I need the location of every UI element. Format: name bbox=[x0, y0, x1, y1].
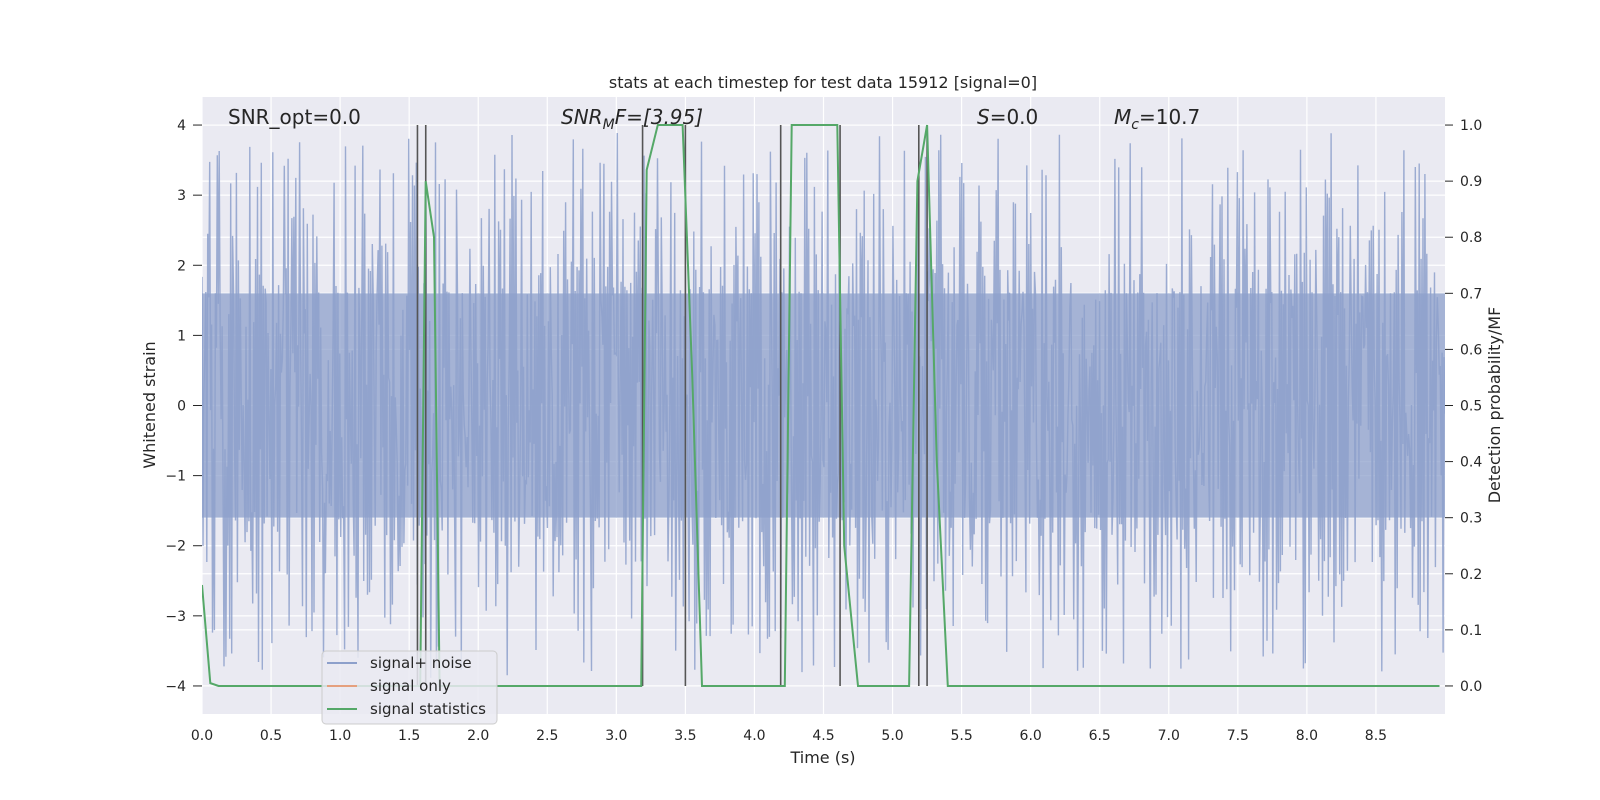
x-tick-6: 3.0 bbox=[605, 728, 627, 744]
statistics-line bbox=[202, 124, 1440, 687]
x-tick-12: 6.0 bbox=[1020, 728, 1042, 744]
legend-label-signal-only: signal only bbox=[370, 677, 451, 695]
x-tick-11: 5.5 bbox=[950, 728, 972, 744]
x-tick-9: 4.5 bbox=[812, 728, 834, 744]
x-tick-0: 0.0 bbox=[191, 728, 213, 744]
y-tick-6: −2 bbox=[165, 539, 186, 555]
x-axis-label: Time (s) bbox=[789, 748, 855, 767]
y-tick-5: −1 bbox=[165, 469, 186, 485]
series-signal-noise bbox=[202, 132, 1445, 678]
y2-tick-1: 0.9 bbox=[1460, 174, 1482, 190]
y2-tick-8: 0.2 bbox=[1460, 567, 1482, 583]
annotation-mc: Mc=10.7 bbox=[1114, 105, 1200, 133]
y2-tick-4: 0.6 bbox=[1460, 342, 1482, 358]
y2-tick-7: 0.3 bbox=[1460, 511, 1482, 527]
y2-tick-9: 0.1 bbox=[1460, 623, 1482, 639]
y-tick-8: −4 bbox=[165, 679, 186, 695]
y-axis-label: Whitened strain bbox=[140, 341, 159, 468]
x-tick-7: 3.5 bbox=[674, 728, 696, 744]
series-signal-statistics bbox=[202, 124, 1440, 687]
y-tick-2: 2 bbox=[177, 258, 186, 274]
x-tick-1: 0.5 bbox=[260, 728, 282, 744]
chart-title: stats at each timestep for test data 159… bbox=[609, 73, 1037, 92]
legend: signal+ noise signal only signal statist… bbox=[321, 650, 498, 725]
y-tick-0: 4 bbox=[177, 118, 186, 134]
annotation-snr-opt: SNR_opt=0.0 bbox=[228, 105, 361, 129]
y2-tick-6: 0.4 bbox=[1460, 455, 1482, 471]
x-tick-13: 6.5 bbox=[1089, 728, 1111, 744]
x-tick-2: 1.0 bbox=[329, 728, 351, 744]
x-tick-14: 7.0 bbox=[1158, 728, 1180, 744]
x-tick-3: 1.5 bbox=[398, 728, 420, 744]
x-tick-4: 2.0 bbox=[467, 728, 489, 744]
legend-label-signal-statistics: signal statistics bbox=[370, 700, 486, 718]
x-tick-8: 4.0 bbox=[743, 728, 765, 744]
noise-trace bbox=[202, 132, 1445, 678]
x-tick-labels: 0.0 0.5 1.0 1.5 2.0 2.5 3.0 3.5 4.0 4.5 5.0 5.5 6.0 6… bbox=[191, 728, 1387, 744]
y-right-axis-label: Detection probability/MF bbox=[1485, 307, 1504, 504]
x-tick-10: 5.0 bbox=[881, 728, 903, 744]
legend-label-signal-noise: signal+ noise bbox=[370, 654, 472, 672]
x-tick-16: 8.0 bbox=[1296, 728, 1318, 744]
x-tick-15: 7.5 bbox=[1227, 728, 1249, 744]
y2-tick-2: 0.8 bbox=[1460, 230, 1482, 246]
y-tick-labels: 4 3 2 1 0 −1 −2 −3 −4 bbox=[165, 118, 202, 695]
y2-tick-0: 1.0 bbox=[1460, 118, 1482, 134]
trigger-markers bbox=[416, 125, 928, 686]
annotation-s: S=0.0 bbox=[977, 105, 1038, 129]
y2-tick-3: 0.7 bbox=[1460, 286, 1482, 302]
y2-tick-5: 0.5 bbox=[1460, 399, 1482, 415]
x-tick-17: 8.5 bbox=[1365, 728, 1387, 744]
annotation-snr-mf: SNRMF=[3.95] bbox=[561, 105, 703, 133]
y-tick-3: 1 bbox=[177, 328, 186, 344]
y-tick-4: 0 bbox=[177, 399, 186, 415]
y2-tick-10: 0.0 bbox=[1460, 679, 1482, 695]
x-tick-5: 2.5 bbox=[536, 728, 558, 744]
y-tick-1: 3 bbox=[177, 188, 186, 204]
y-tick-7: −3 bbox=[165, 609, 186, 625]
y-right-tick-labels: 1.0 0.9 0.8 0.7 0.6 0.5 0.4 0.3 0.2 0.1 0.0 bbox=[1445, 118, 1482, 695]
